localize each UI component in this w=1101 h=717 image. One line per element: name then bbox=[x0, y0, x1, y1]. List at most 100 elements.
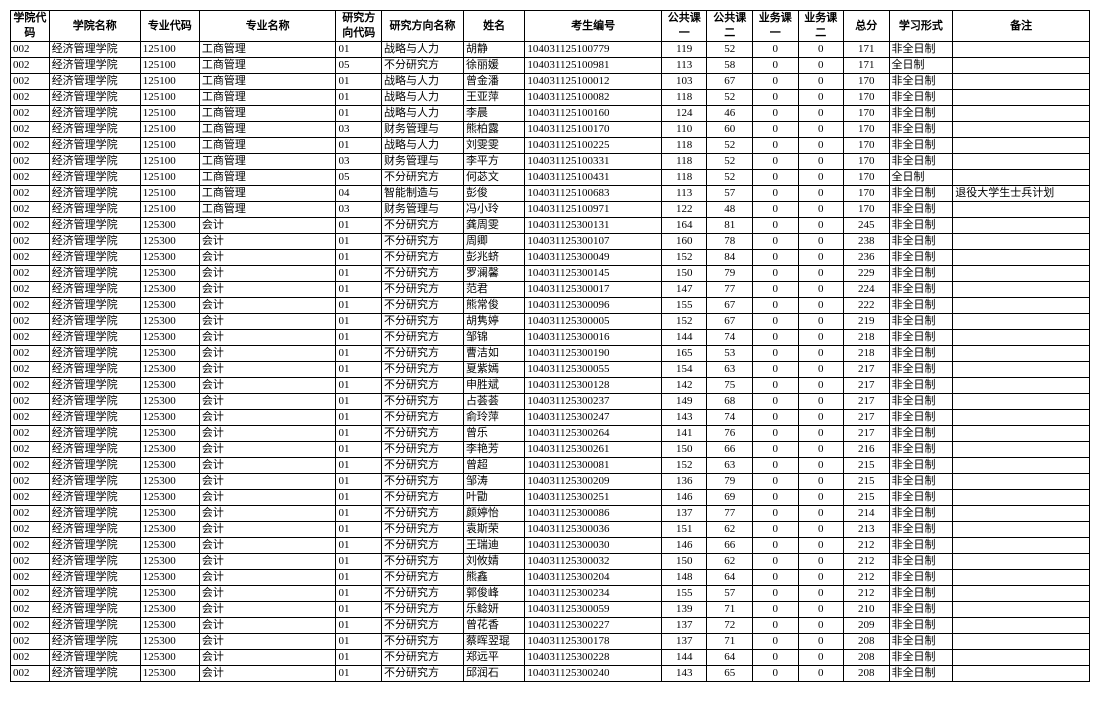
cell-pub1: 150 bbox=[661, 266, 707, 282]
cell-pub2: 64 bbox=[707, 570, 753, 586]
cell-majorName: 工商管理 bbox=[199, 154, 336, 170]
table-row: 002经济管理学院125300会计01不分研究方袁斯荣1040311253000… bbox=[11, 522, 1090, 538]
cell-biz1: 0 bbox=[753, 122, 799, 138]
cell-dirCode: 01 bbox=[336, 554, 382, 570]
col-header-pub2: 公共课二 bbox=[707, 11, 753, 42]
cell-total: 209 bbox=[844, 618, 890, 634]
cell-remark bbox=[953, 538, 1090, 554]
cell-collegeCode: 002 bbox=[11, 426, 50, 442]
cell-pub1: 118 bbox=[661, 170, 707, 186]
cell-total: 224 bbox=[844, 282, 890, 298]
cell-collegeName: 经济管理学院 bbox=[49, 250, 140, 266]
cell-pub2: 53 bbox=[707, 346, 753, 362]
cell-collegeName: 经济管理学院 bbox=[49, 650, 140, 666]
cell-biz1: 0 bbox=[753, 618, 799, 634]
cell-biz2: 0 bbox=[798, 522, 844, 538]
table-row: 002经济管理学院125100工商管理01战略与人力王亚萍10403112510… bbox=[11, 90, 1090, 106]
cell-collegeCode: 002 bbox=[11, 490, 50, 506]
cell-majorName: 会计 bbox=[199, 314, 336, 330]
cell-total: 212 bbox=[844, 570, 890, 586]
col-header-majorCode: 专业代码 bbox=[140, 11, 199, 42]
col-header-biz2: 业务课二 bbox=[798, 11, 844, 42]
cell-collegeCode: 002 bbox=[11, 314, 50, 330]
cell-majorName: 工商管理 bbox=[199, 106, 336, 122]
cell-total: 222 bbox=[844, 298, 890, 314]
cell-remark bbox=[953, 154, 1090, 170]
cell-total: 218 bbox=[844, 346, 890, 362]
cell-dirCode: 01 bbox=[336, 106, 382, 122]
cell-remark bbox=[953, 362, 1090, 378]
cell-examId: 104031125300131 bbox=[525, 218, 662, 234]
cell-remark bbox=[953, 138, 1090, 154]
cell-dirCode: 01 bbox=[336, 442, 382, 458]
cell-collegeName: 经济管理学院 bbox=[49, 522, 140, 538]
cell-examId: 104031125100779 bbox=[525, 42, 662, 58]
cell-biz1: 0 bbox=[753, 378, 799, 394]
cell-biz2: 0 bbox=[798, 586, 844, 602]
cell-majorCode: 125300 bbox=[140, 378, 199, 394]
cell-majorName: 会计 bbox=[199, 570, 336, 586]
cell-remark bbox=[953, 394, 1090, 410]
table-row: 002经济管理学院125100工商管理03财务管理与熊柏露10403112510… bbox=[11, 122, 1090, 138]
cell-majorName: 会计 bbox=[199, 282, 336, 298]
cell-pub1: 118 bbox=[661, 154, 707, 170]
cell-collegeName: 经济管理学院 bbox=[49, 426, 140, 442]
cell-majorCode: 125300 bbox=[140, 522, 199, 538]
cell-collegeName: 经济管理学院 bbox=[49, 106, 140, 122]
cell-examId: 104031125300234 bbox=[525, 586, 662, 602]
cell-dirCode: 01 bbox=[336, 90, 382, 106]
cell-biz1: 0 bbox=[753, 90, 799, 106]
cell-collegeName: 经济管理学院 bbox=[49, 538, 140, 554]
cell-total: 245 bbox=[844, 218, 890, 234]
cell-dirName: 不分研究方 bbox=[382, 58, 464, 74]
cell-majorCode: 125300 bbox=[140, 394, 199, 410]
cell-pub2: 72 bbox=[707, 618, 753, 634]
cell-mode: 非全日制 bbox=[889, 458, 953, 474]
cell-remark: 退役大学生士兵计划 bbox=[953, 186, 1090, 202]
cell-majorName: 工商管理 bbox=[199, 202, 336, 218]
cell-pub2: 74 bbox=[707, 330, 753, 346]
cell-pub2: 67 bbox=[707, 74, 753, 90]
cell-name: 熊鑫 bbox=[463, 570, 524, 586]
cell-remark bbox=[953, 522, 1090, 538]
cell-pub2: 63 bbox=[707, 362, 753, 378]
cell-total: 217 bbox=[844, 426, 890, 442]
cell-pub1: 160 bbox=[661, 234, 707, 250]
cell-collegeCode: 002 bbox=[11, 602, 50, 618]
cell-pub1: 151 bbox=[661, 522, 707, 538]
cell-name: 占荟荟 bbox=[463, 394, 524, 410]
cell-mode: 非全日制 bbox=[889, 426, 953, 442]
cell-biz2: 0 bbox=[798, 650, 844, 666]
cell-biz2: 0 bbox=[798, 538, 844, 554]
cell-mode: 非全日制 bbox=[889, 362, 953, 378]
cell-collegeCode: 002 bbox=[11, 122, 50, 138]
cell-biz2: 0 bbox=[798, 362, 844, 378]
cell-dirCode: 01 bbox=[336, 330, 382, 346]
cell-mode: 非全日制 bbox=[889, 586, 953, 602]
cell-name: 曾金潘 bbox=[463, 74, 524, 90]
cell-pub1: 142 bbox=[661, 378, 707, 394]
cell-majorName: 会计 bbox=[199, 250, 336, 266]
cell-biz2: 0 bbox=[798, 506, 844, 522]
table-body: 002经济管理学院125100工商管理01战略与人力胡静104031125100… bbox=[11, 42, 1090, 682]
cell-remark bbox=[953, 170, 1090, 186]
cell-majorCode: 125300 bbox=[140, 362, 199, 378]
cell-name: 熊常俊 bbox=[463, 298, 524, 314]
cell-biz2: 0 bbox=[798, 154, 844, 170]
cell-collegeName: 经济管理学院 bbox=[49, 394, 140, 410]
cell-remark bbox=[953, 378, 1090, 394]
cell-name: 刘雯雯 bbox=[463, 138, 524, 154]
cell-collegeName: 经济管理学院 bbox=[49, 202, 140, 218]
cell-majorCode: 125100 bbox=[140, 106, 199, 122]
cell-collegeCode: 002 bbox=[11, 650, 50, 666]
cell-majorCode: 125300 bbox=[140, 666, 199, 682]
cell-collegeCode: 002 bbox=[11, 250, 50, 266]
cell-mode: 非全日制 bbox=[889, 570, 953, 586]
cell-pub2: 77 bbox=[707, 282, 753, 298]
cell-total: 215 bbox=[844, 458, 890, 474]
cell-mode: 非全日制 bbox=[889, 186, 953, 202]
col-header-majorName: 专业名称 bbox=[199, 11, 336, 42]
cell-collegeName: 经济管理学院 bbox=[49, 282, 140, 298]
cell-pub2: 65 bbox=[707, 666, 753, 682]
cell-examId: 104031125300086 bbox=[525, 506, 662, 522]
